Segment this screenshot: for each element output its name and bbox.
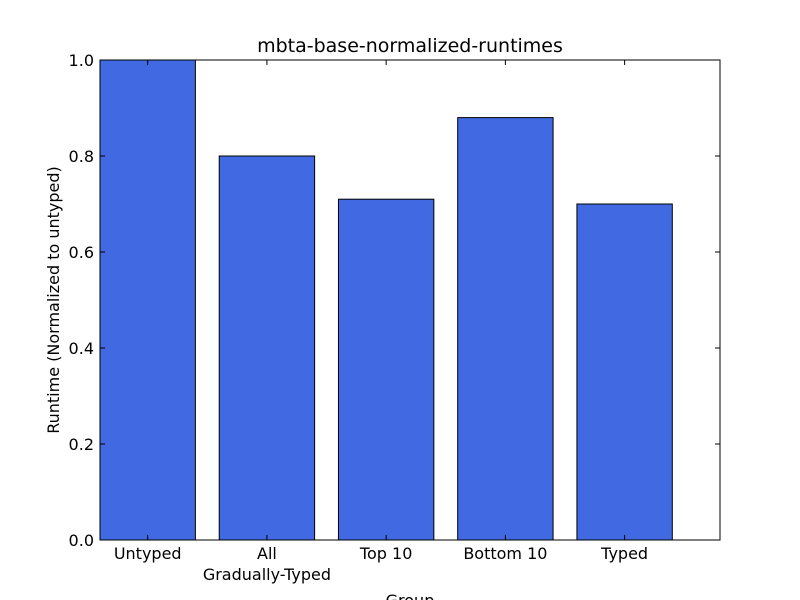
y-axis-ticks: 0.0 0.2 0.4 0.6 0.8 1.0 bbox=[69, 51, 720, 550]
bar-1 bbox=[218, 155, 316, 541]
plot-frame bbox=[99, 59, 721, 541]
y-tick-label-0: 0.0 bbox=[69, 531, 94, 550]
x-tick-label-4: Typed bbox=[600, 544, 648, 563]
bar-3 bbox=[457, 117, 554, 541]
bar-2 bbox=[337, 198, 435, 541]
bars-group bbox=[99, 59, 673, 541]
x-tick-label-3: Bottom 10 bbox=[463, 544, 547, 563]
bar-4 bbox=[576, 203, 673, 541]
chart-title: mbta-base-normalized-runtimes bbox=[257, 35, 563, 57]
y-tick-label-2: 0.4 bbox=[69, 339, 94, 358]
y-tick-label-3: 0.6 bbox=[69, 243, 94, 262]
y-tick-label-4: 0.8 bbox=[69, 147, 94, 166]
x-tick-label-2: Top 10 bbox=[359, 544, 412, 563]
x-axis-label: Group bbox=[386, 591, 435, 600]
x-tick-label-1: All Gradually-Typed bbox=[203, 544, 331, 584]
y-axis-label: Runtime (Normalized to untyped) bbox=[44, 166, 63, 434]
y-tick-label-1: 0.2 bbox=[69, 435, 94, 454]
y-tick-label-5: 1.0 bbox=[69, 51, 94, 70]
bar-0 bbox=[99, 59, 196, 541]
x-tick-label-0: Untyped bbox=[114, 544, 182, 563]
x-axis-ticks: Untyped All Gradually-Typed Top 10 Bottom 10… bbox=[114, 60, 648, 584]
